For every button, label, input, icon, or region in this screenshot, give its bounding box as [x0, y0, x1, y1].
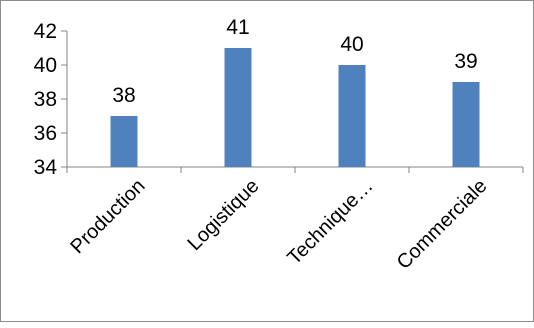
data-labels: 38 41 40 39 — [112, 16, 477, 107]
y-tick-label: 34 — [34, 156, 58, 179]
category-label: Commerciale — [393, 175, 492, 274]
y-tick-label: 42 — [34, 20, 57, 43]
data-label: 38 — [112, 84, 135, 107]
category-label: Technique… — [283, 175, 377, 269]
y-axis: 34 36 38 40 42 — [34, 20, 68, 179]
chart-canvas: 34 36 38 40 42 38 41 40 39 Production Logistique… — [34, 16, 524, 274]
y-tick-label: 40 — [34, 54, 57, 77]
bar — [452, 82, 480, 167]
category-labels: Production Logistique Technique… Commercial… — [66, 175, 491, 274]
category-label: Logistique — [183, 175, 263, 255]
y-tick-label: 36 — [34, 122, 57, 145]
bar — [224, 48, 252, 167]
y-tick-label: 38 — [34, 88, 57, 111]
data-label: 39 — [454, 50, 477, 73]
bar — [110, 116, 138, 167]
data-label: 41 — [226, 16, 249, 39]
x-axis — [66, 166, 524, 173]
category-label: Production — [66, 175, 149, 258]
bar — [338, 65, 366, 167]
data-label: 40 — [340, 33, 363, 56]
bars — [110, 48, 480, 167]
